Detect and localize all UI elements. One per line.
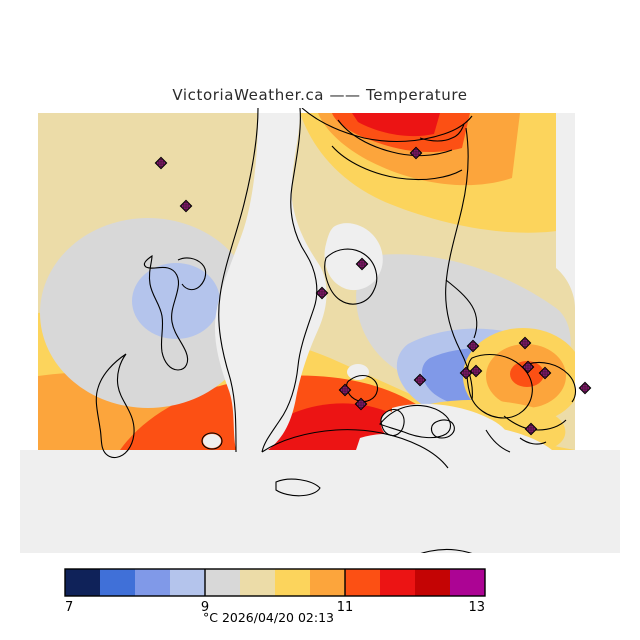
colorbar-swatch[interactable] [240,569,276,596]
coast-north-top [301,108,473,143]
station-diamond-marker[interactable] [413,373,427,387]
colorbar-swatches [65,569,486,596]
coast-se-tip [527,361,577,403]
temperature-map [0,108,640,553]
map-south-strip [20,450,620,553]
colorbar-swatch[interactable] [170,569,206,596]
station-diamond-marker[interactable] [338,383,352,397]
station-diamond-marker[interactable] [518,336,532,350]
coast-east-notch [445,279,478,339]
colorbar-swatch[interactable] [345,569,381,596]
coast-west-island [95,353,135,459]
station-diamond-marker[interactable] [578,381,592,395]
band-11-5-north-core [352,113,440,137]
station-diamond-marker[interactable] [521,360,535,374]
colorbar-swatch[interactable] [310,569,346,596]
colorbar-swatch[interactable] [65,569,101,596]
station-diamond-marker[interactable] [154,156,168,170]
colorbar-tick-label: 13 [468,600,485,615]
coast-south-main [261,429,449,469]
coast-slough [275,478,321,497]
station-diamond-marker[interactable] [469,364,483,378]
station-diamond-marker[interactable] [466,339,480,353]
colorbar-footer: °C 2026/04/20 02:13 [203,610,334,625]
mask-central-sea [214,113,327,450]
station-diamond-marker[interactable] [354,397,368,411]
colorbar-swatch[interactable] [275,569,311,596]
mask-north-inlet [324,223,383,291]
colorbar-swatch[interactable] [135,569,171,596]
colorbar-tick-label: 7 [65,600,73,615]
coast-central-west [261,108,318,453]
coast-ne-east-side [445,127,473,401]
station-diamond-marker[interactable] [459,366,473,380]
coast-se-south [503,415,567,431]
station-diamond-marker[interactable] [355,257,369,271]
colorbar-swatch[interactable] [205,569,241,596]
coast-small-lake-2 [430,419,455,439]
mask-lake-e [203,434,221,448]
colorbar-region: 7 9 11 13 °C 2026/04/20 02:13 [0,560,640,640]
coast-tiny-lake [201,432,223,450]
coastline-layer [95,108,577,553]
mask-east-edge [556,113,575,308]
colorbar-swatch[interactable] [100,569,136,596]
coast-se-cape [485,429,511,453]
station-diamond-marker[interactable] [524,422,538,436]
coast-nw-island [143,254,189,371]
coast-north-cape [419,123,465,142]
station-diamond-marker[interactable] [315,286,329,300]
coast-south-landmass-far-e [420,548,472,553]
mask-lake-a [347,364,369,380]
station-diamond-marker[interactable] [179,199,193,213]
colorbar-frame [64,568,486,597]
colorbar-swatch[interactable] [380,569,416,596]
station-markers [154,146,592,436]
station-diamond-marker[interactable] [409,146,423,160]
coast-north-bay [331,145,463,181]
coast-north-inlet-shape [324,248,378,305]
coast-central-east [218,108,259,453]
colorbar-tick-label: 11 [337,600,354,615]
colorbar-swatch[interactable] [415,569,451,596]
coast-small-lake [380,408,405,437]
coast-nw-islet [177,257,207,291]
temperature-field [38,113,575,450]
station-diamond-marker[interactable] [538,366,552,380]
page-title: VictoriaWeather.ca —— Temperature [172,86,468,104]
colorbar-tick-labels: 7 9 11 13 [65,600,485,615]
band-8-5-northwest-core [132,263,220,339]
colorbar-swatch[interactable] [450,569,486,596]
temperature-colorbar[interactable]: 7 9 11 13 °C 2026/04/20 02:13 [0,560,640,640]
band-11-0-southeast-warm-core [510,361,544,387]
mask-south-peninsula [406,425,552,450]
coast-se-islet [519,437,547,445]
colorbar-tick-label: 9 [201,600,209,615]
colorbar-ticks [204,569,346,596]
coast-north-inner [337,119,453,157]
coast-se-peninsula [466,353,533,419]
